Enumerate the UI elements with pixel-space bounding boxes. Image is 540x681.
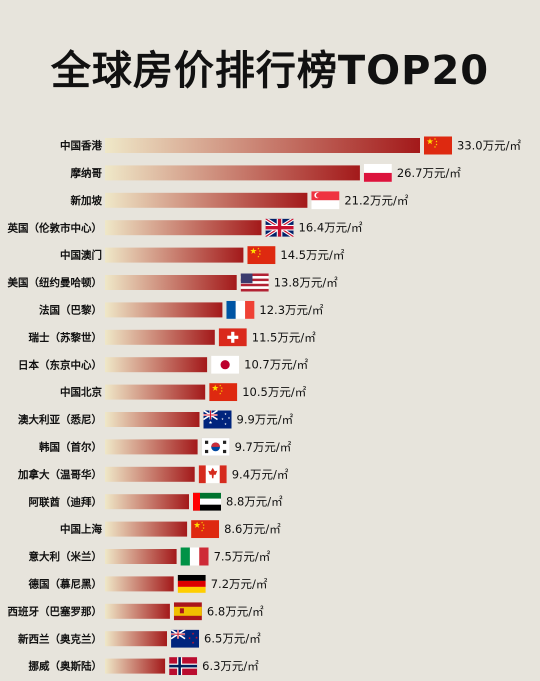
category-label: 日本（东京中心） [18, 358, 102, 371]
cn-flag-icon [209, 383, 238, 402]
au-flag-icon [203, 410, 232, 429]
bar [105, 466, 195, 482]
value-label: 8.6万元/㎡ [224, 522, 281, 536]
category-label: 韩国（首尔） [39, 441, 102, 454]
value-label: 8.8万元/㎡ [226, 495, 283, 509]
value-label: 10.7万元/㎡ [244, 358, 308, 372]
category-label: 澳大利亚（悉尼） [18, 413, 102, 426]
category-label: 美国（纽约曼哈顿） [8, 276, 103, 289]
value-label: 9.9万元/㎡ [237, 413, 294, 427]
kr-flag-icon [201, 437, 230, 456]
bar [105, 192, 308, 208]
category-label: 中国北京 [60, 386, 102, 399]
category-label: 中国上海 [60, 523, 102, 536]
category-label: 英国（伦敦市中心） [7, 221, 103, 234]
bar [105, 275, 237, 290]
bar [105, 494, 189, 510]
cn-flag-icon [191, 520, 220, 539]
bar [105, 521, 188, 537]
category-label: 瑞士（苏黎世） [29, 331, 103, 344]
value-label: 7.2万元/㎡ [211, 577, 268, 591]
chart-title: 全球房价排行榜TOP20 [50, 48, 490, 94]
value-label: 6.8万元/㎡ [207, 604, 264, 618]
value-label: 9.4万元/㎡ [232, 467, 289, 481]
nz-flag-icon [171, 629, 200, 648]
bar [105, 658, 166, 674]
category-label: 意大利（米兰） [29, 550, 103, 563]
value-label: 11.5万元/㎡ [252, 330, 316, 344]
jp-flag-icon [211, 355, 240, 374]
category-label: 摩纳哥 [71, 167, 103, 180]
de-flag-icon [177, 574, 206, 593]
bar [105, 165, 360, 181]
bar [105, 412, 200, 427]
sg-flag-icon [311, 191, 340, 210]
value-label: 33.0万元/㎡ [457, 139, 521, 153]
value-label: 26.7万元/㎡ [397, 166, 461, 180]
es-flag-icon [173, 602, 202, 621]
value-label: 6.3万元/㎡ [202, 659, 259, 673]
category-label: 加拿大（温哥华） [17, 468, 102, 481]
bar [105, 384, 206, 400]
fr-flag-icon [226, 300, 255, 319]
bar [105, 357, 208, 373]
no-flag-icon [169, 657, 198, 676]
bar [105, 439, 198, 455]
value-label: 16.4万元/㎡ [299, 221, 363, 235]
ae-flag-icon [193, 492, 221, 511]
category-label: 新加坡 [71, 194, 103, 207]
bar [105, 329, 215, 345]
bar [105, 576, 174, 592]
bar [105, 549, 177, 564]
category-label: 挪威（奥斯陆） [29, 660, 103, 673]
value-label: 7.5万元/㎡ [214, 550, 271, 564]
bar [105, 603, 170, 619]
category-label: 法国（巴黎） [39, 304, 102, 317]
category-label: 阿联酋（迪拜） [29, 495, 103, 508]
category-label: 新西兰（奥克兰） [18, 632, 102, 645]
value-label: 13.8万元/㎡ [274, 276, 338, 290]
cn-flag-icon [424, 136, 452, 155]
ch-flag-icon [218, 328, 247, 347]
value-label: 10.5万元/㎡ [242, 385, 306, 399]
gb-flag-icon [265, 218, 294, 237]
bar [105, 302, 223, 318]
ca-flag-icon [198, 465, 227, 484]
category-label: 中国澳门 [60, 249, 102, 262]
bar [105, 631, 167, 647]
bar [105, 220, 262, 236]
value-label: 14.5万元/㎡ [280, 248, 344, 262]
it-flag-icon [180, 547, 209, 566]
cn-flag-icon [247, 246, 276, 265]
category-label: 德国（慕尼黑） [28, 578, 103, 591]
category-label: 中国香港 [60, 139, 102, 152]
value-label: 9.7万元/㎡ [235, 440, 292, 454]
category-label: 西班牙（巴塞罗那） [8, 605, 103, 618]
bar [105, 247, 244, 263]
bar [105, 138, 420, 153]
us-flag-icon [240, 273, 269, 292]
pl-flag-icon [363, 163, 392, 182]
value-label: 21.2万元/㎡ [344, 193, 408, 207]
value-label: 6.5万元/㎡ [204, 632, 261, 646]
value-label: 12.3万元/㎡ [259, 303, 323, 317]
